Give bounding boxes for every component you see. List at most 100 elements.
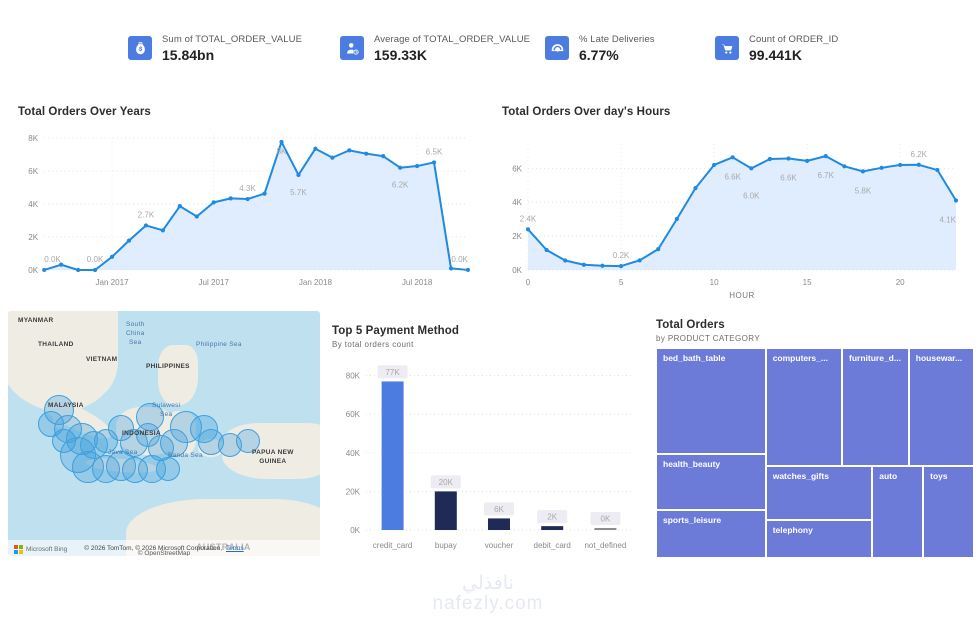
treemap-tile-label: watches_gifts (772, 470, 829, 481)
map-bubble[interactable] (156, 457, 180, 481)
chart-total-orders-by-category[interactable]: Total Orders by PRODUCT CATEGORY bed_bat… (650, 311, 976, 611)
map-bubble[interactable] (236, 429, 260, 453)
land-philippines (158, 345, 198, 405)
svg-text:0.0K: 0.0K (44, 255, 61, 264)
svg-text:2.4K: 2.4K (520, 214, 537, 223)
treemap-tile-label: health_beauty (663, 459, 721, 470)
treemap-tile-label: bed_bath_table (663, 353, 726, 363)
map-attribution-osm: © OpenStreetMap (137, 550, 191, 556)
map-attribution-text: © 2026 TomTom, © 2026 Microsoft Corporat… (84, 544, 222, 552)
treemap-tile-label: auto (879, 470, 898, 481)
map-label-thailand: THAILAND (38, 341, 74, 348)
svg-text:6.6K: 6.6K (780, 174, 797, 183)
svg-text:6.0K: 6.0K (743, 191, 760, 200)
treemap-tile[interactable]: furniture_d... (842, 348, 909, 466)
svg-text:4K: 4K (28, 200, 39, 209)
treemap-tile-label: toys (930, 470, 948, 481)
svg-text:0K: 0K (601, 515, 611, 524)
svg-text:HOUR: HOUR (729, 291, 755, 300)
line-charts-row: Total Orders Over Years 0K 2K 4K 6K 8K Jan 20… (0, 96, 976, 311)
svg-text:40K: 40K (346, 449, 361, 458)
kpi-card-average-total-order-value[interactable]: Average of TOTAL_ORDER_VALUE 159.33K (340, 34, 545, 63)
kpi-label: Sum of TOTAL_ORDER_VALUE (162, 33, 303, 45)
treemap-tile[interactable]: bed_bath_table (656, 348, 766, 455)
svg-text:80K: 80K (346, 372, 361, 381)
map-label-south-china-sea: South China Sea (126, 321, 145, 346)
svg-text:6K: 6K (512, 164, 522, 173)
treemap[interactable]: bed_bath_table health_beauty sports_leisur… (656, 348, 974, 558)
treemap-tile-label: telephony (772, 525, 813, 536)
svg-text:Jul 2017: Jul 2017 (198, 278, 229, 287)
bing-logo-squares (14, 545, 23, 554)
map-label-indonesia: INDONESIA (122, 430, 161, 437)
treemap-tile-label: sports_leisure (663, 514, 722, 525)
plot-area-years: 0K 2K 4K 6K 8K Jan 2017 Jul 2017 Jan 2018 Jul 20… (18, 124, 474, 296)
kpi-row: Sum of TOTAL_ORDER_VALUE 15.84bn Average… (0, 0, 976, 96)
gauge-icon (545, 36, 569, 60)
chart-total-orders-over-years[interactable]: Total Orders Over Years 0K 2K 4K 6K 8K Jan 20… (0, 96, 488, 311)
svg-text:6.2K: 6.2K (911, 150, 928, 159)
map-bubble[interactable] (52, 429, 76, 453)
chart-subtitle: by PRODUCT CATEGORY (656, 334, 761, 343)
money-jar-icon (128, 36, 152, 60)
svg-text:2K: 2K (547, 513, 557, 522)
svg-text:8K: 8K (277, 147, 288, 156)
kpi-label: Average of TOTAL_ORDER_VALUE (374, 33, 531, 45)
chart-top-payment-methods[interactable]: Top 5 Payment Method By total orders cou… (320, 311, 650, 611)
svg-text:5.7K: 5.7K (290, 188, 307, 197)
treemap-tile-label: housewar... (915, 353, 963, 363)
treemap-tile[interactable]: computers_... (765, 348, 843, 466)
map-terms-link[interactable]: Terms (226, 544, 244, 552)
svg-text:20K: 20K (346, 487, 361, 496)
svg-text:15: 15 (803, 278, 812, 287)
map-bubble[interactable] (94, 429, 118, 453)
svg-text:0.0K: 0.0K (87, 255, 104, 264)
svg-text:60K: 60K (346, 410, 361, 419)
map-label-banda-sea: Banda Sea (168, 452, 203, 459)
treemap-tile-label: furniture_d... (849, 353, 901, 363)
svg-text:6.5K: 6.5K (426, 147, 443, 156)
svg-text:5.8K: 5.8K (855, 186, 872, 195)
svg-text:Jul 2018: Jul 2018 (402, 278, 433, 287)
map-panel[interactable]: MYANMAR THAILAND VIETNAM South China Sea P… (0, 311, 320, 611)
treemap-tile[interactable]: telephony (765, 520, 873, 558)
bubble-map[interactable]: MYANMAR THAILAND VIETNAM South China Sea P… (8, 311, 320, 556)
kpi-value: 159.33K (374, 46, 427, 63)
treemap-tile[interactable]: watches_gifts (765, 465, 873, 521)
map-bubble[interactable] (136, 403, 164, 431)
kpi-card-sum-total-order-value[interactable]: Sum of TOTAL_ORDER_VALUE 15.84bn (128, 34, 340, 63)
map-label-philippines: PHILIPPINES (146, 363, 190, 370)
kpi-label: Count of ORDER_ID (749, 33, 839, 45)
kpi-card-count-order-id[interactable]: Count of ORDER_ID 99.441K (715, 34, 915, 63)
svg-text:20: 20 (896, 278, 905, 287)
map-label-vietnam: VIETNAM (86, 356, 118, 363)
treemap-tile[interactable]: toys (923, 465, 974, 558)
bing-logo: Microsoft Bing (14, 545, 67, 554)
bottom-row: MYANMAR THAILAND VIETNAM South China Sea P… (0, 311, 976, 611)
chart-total-orders-over-hours[interactable]: Total Orders Over day's Hours 0K 2K 4K 6K 0 5… (488, 96, 976, 311)
svg-text:4.1K: 4.1K (940, 216, 957, 225)
map-label-sulawesi-sea: Sulawesi Sea (152, 402, 181, 418)
cart-icon (715, 36, 739, 60)
chart-title: Top 5 Payment Method (332, 325, 460, 337)
svg-text:credit_card: credit_card (373, 541, 413, 550)
svg-text:0K: 0K (28, 266, 39, 275)
svg-text:10: 10 (710, 278, 719, 287)
svg-text:6.2K: 6.2K (392, 181, 409, 190)
svg-text:20K: 20K (439, 478, 454, 487)
svg-text:2.7K: 2.7K (138, 210, 155, 219)
svg-text:0: 0 (526, 278, 531, 287)
svg-text:8K: 8K (28, 134, 39, 143)
svg-text:6K: 6K (28, 167, 39, 176)
treemap-tile[interactable]: auto (872, 465, 924, 558)
treemap-tile[interactable]: housewar... (908, 348, 974, 466)
treemap-tile[interactable]: sports_leisure (656, 509, 766, 558)
svg-text:debit_card: debit_card (534, 541, 571, 550)
treemap-tile[interactable]: health_beauty (656, 454, 766, 510)
svg-text:Jan 2017: Jan 2017 (95, 278, 129, 287)
svg-text:6.6K: 6.6K (724, 172, 741, 181)
map-label-papua-new-guinea: PAPUA NEW GUINEA (252, 449, 294, 465)
svg-text:voucher: voucher (485, 541, 514, 550)
kpi-card-late-deliveries[interactable]: % Late Deliveries 6.77% (545, 34, 715, 63)
kpi-value: 15.84bn (162, 46, 215, 63)
